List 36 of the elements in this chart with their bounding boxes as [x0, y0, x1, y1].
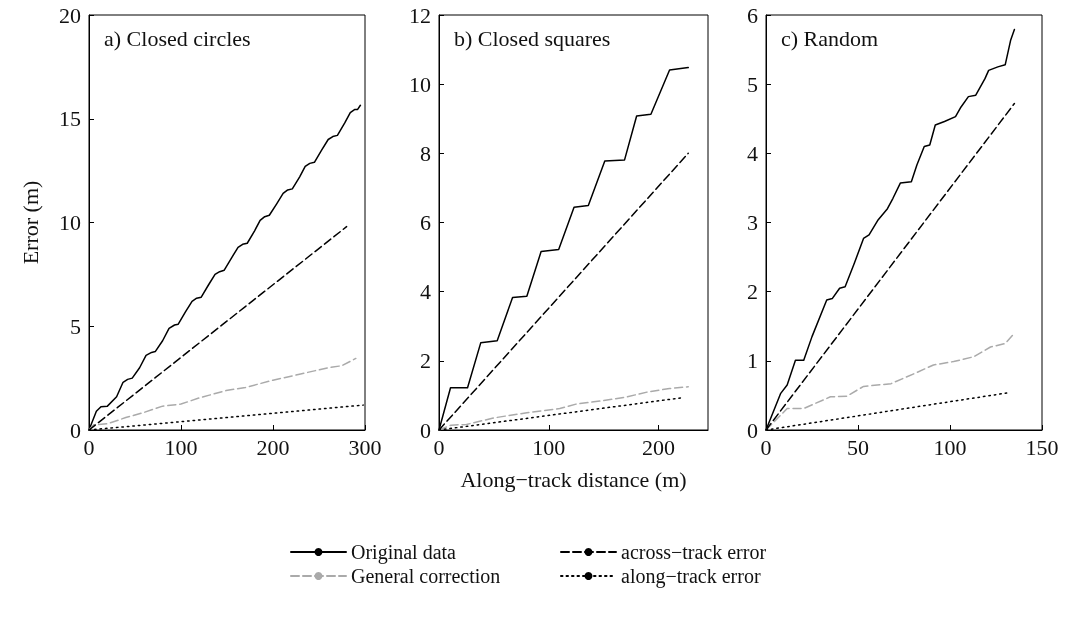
y-tick-label: 4 — [420, 279, 431, 305]
y-tick-label: 12 — [409, 2, 431, 28]
x-tick-label: 100 — [532, 434, 566, 460]
y-tick-label: 2 — [420, 348, 431, 374]
y-tick-label: 15 — [59, 106, 81, 132]
x-tick-label: 300 — [348, 434, 382, 460]
text: b) Closed squares — [454, 25, 611, 51]
y-tick-label: 3 — [747, 210, 758, 235]
y-tick-label: 6 — [747, 2, 758, 28]
y-tick-label: 1 — [747, 348, 758, 374]
legend-label: Original data — [351, 541, 457, 564]
y-tick-label: 5 — [70, 313, 81, 339]
y-tick-label: 0 — [747, 417, 758, 443]
legend-label: along−track error — [621, 565, 761, 588]
y-tick-label: 8 — [420, 140, 431, 166]
x-tick-label: 200 — [256, 434, 290, 460]
x-tick-label: 100 — [164, 434, 198, 460]
y-tick-label: 2 — [747, 279, 758, 305]
y-tick-label: 4 — [747, 140, 758, 166]
text: c) Random — [781, 25, 879, 51]
legend-label: General correction — [351, 565, 501, 587]
x-tick-label: 50 — [847, 434, 869, 460]
text: a) Closed circles — [104, 25, 251, 51]
legend-label: across−track error — [621, 541, 767, 563]
y-tick-label: 6 — [420, 210, 431, 235]
x-tick-label: 150 — [1025, 434, 1059, 460]
y-tick-label: 5 — [747, 71, 758, 97]
x-tick-label: 100 — [933, 434, 967, 460]
x-axis-title: Along−track distance (m) — [460, 466, 687, 492]
y-axis-title: Error (m) — [17, 180, 43, 265]
y-tick-label: 10 — [409, 71, 431, 97]
y-tick-label: 0 — [70, 417, 81, 443]
x-tick-label: 200 — [642, 434, 676, 460]
y-tick-label: 0 — [420, 417, 431, 443]
y-tick-label: 10 — [59, 210, 81, 235]
y-tick-label: 20 — [59, 2, 81, 28]
